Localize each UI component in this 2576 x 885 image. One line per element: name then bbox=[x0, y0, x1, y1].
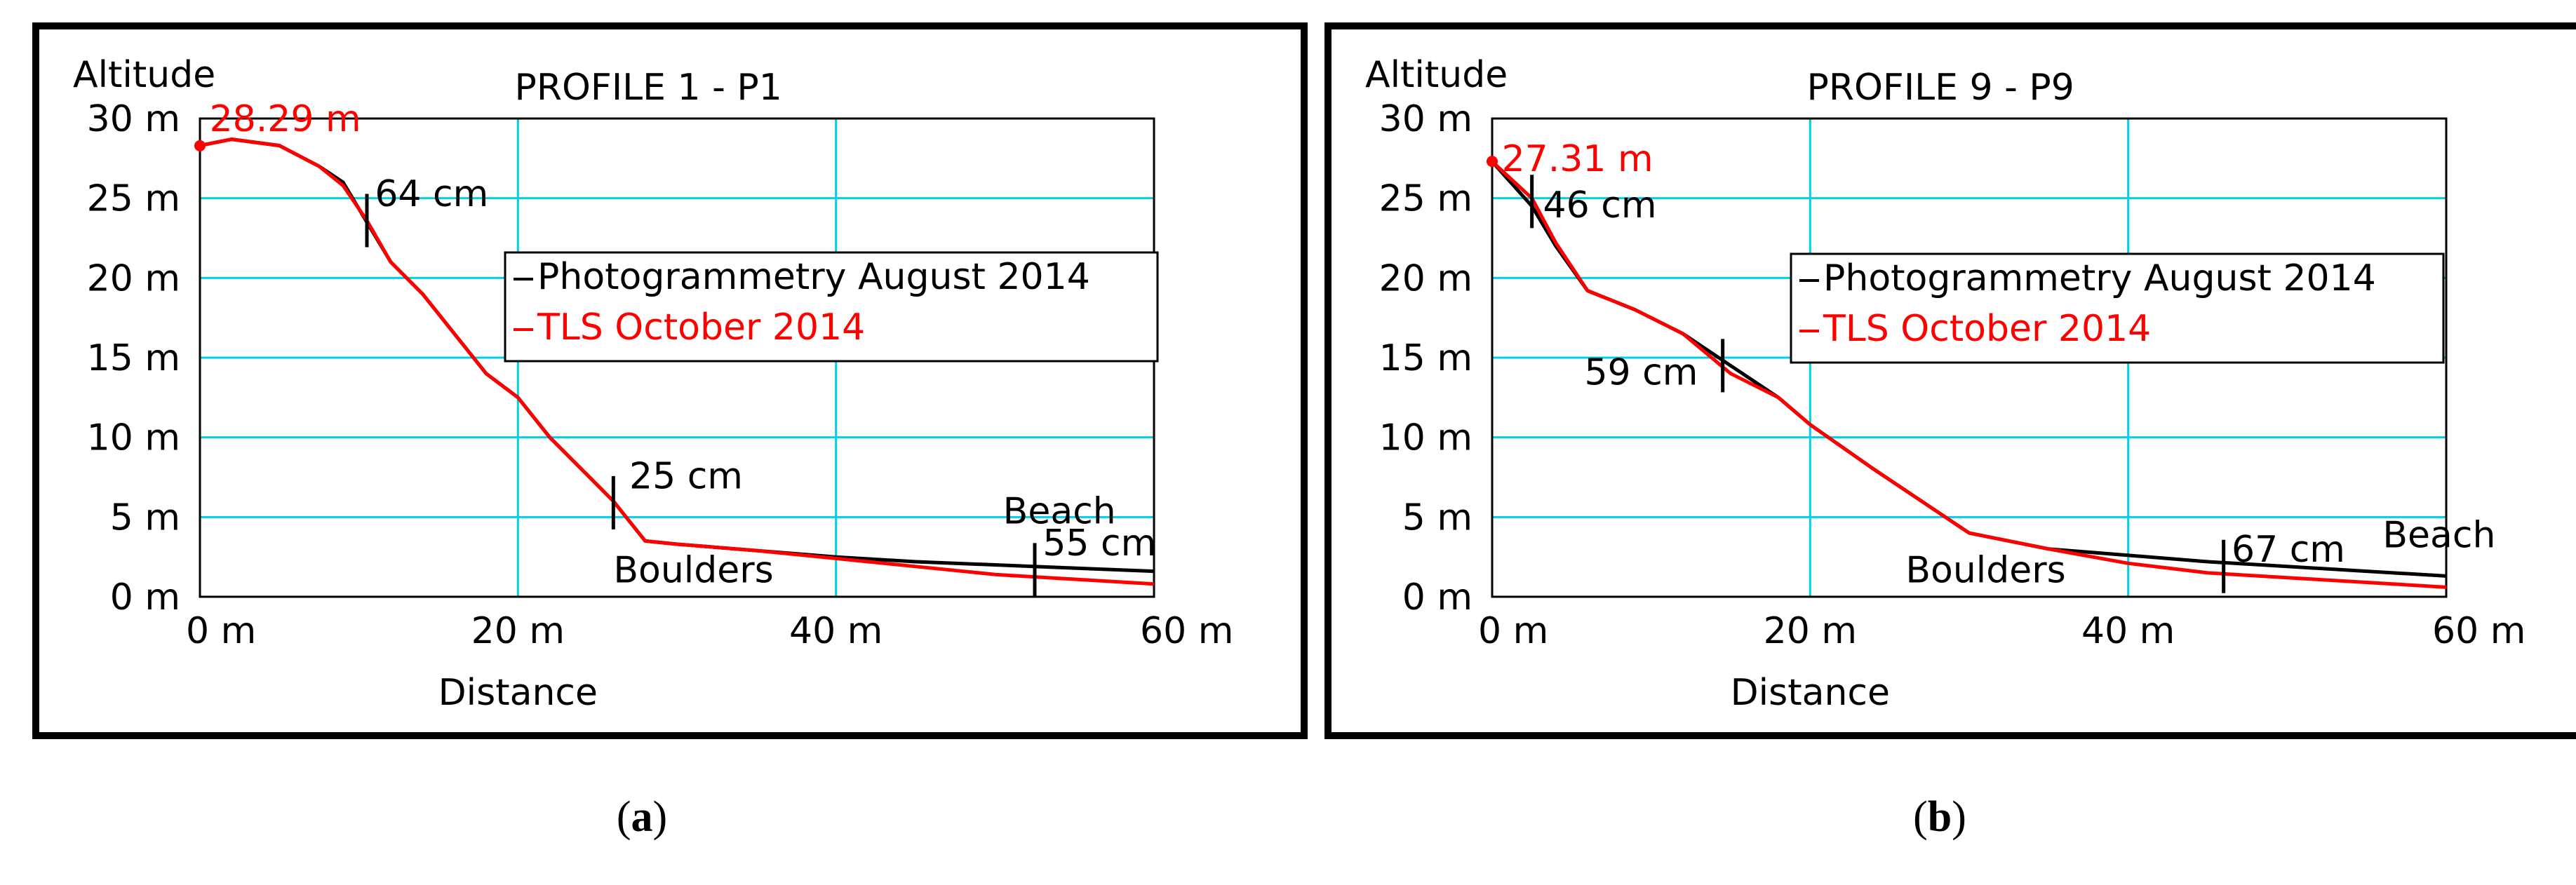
y-tick-label: 0 m bbox=[1402, 576, 1473, 619]
y-tick-label: 20 m bbox=[1379, 257, 1473, 299]
legend: Photogrammetry August 2014 TLS October 20… bbox=[504, 251, 1159, 363]
annotation-label: 67 cm bbox=[2232, 529, 2345, 571]
x-tick-label: 0 m bbox=[186, 610, 256, 652]
annotation-label: Boulders bbox=[1905, 550, 2065, 592]
annotation-label: 55 cm bbox=[1042, 522, 1156, 565]
x-tick-label: 40 m bbox=[2081, 610, 2175, 652]
chart-title: PROFILE 9 - P9 bbox=[1807, 67, 2074, 109]
caption-b: (b) bbox=[1913, 793, 1966, 841]
chart-panel-a: 0 m 5 m 10 m 15 m 20 m 25 m 30 m 0 m 20 m 40 m 60 … bbox=[32, 22, 1308, 739]
x-axis-label: Distance bbox=[438, 672, 598, 714]
start-point-marker bbox=[1487, 156, 1498, 168]
annotation-label: 64 cm bbox=[375, 173, 488, 215]
y-tick-label: 0 m bbox=[110, 576, 180, 619]
x-tick-label: 20 m bbox=[1764, 610, 1857, 652]
y-tick-label: 5 m bbox=[1402, 496, 1473, 539]
y-tick-label: 10 m bbox=[1379, 417, 1473, 459]
legend-entry: Photogrammetry August 2014 bbox=[537, 256, 1090, 298]
annotation-label: Boulders bbox=[613, 550, 773, 592]
x-axis-label: Distance bbox=[1731, 672, 1890, 714]
legend-entry: Photogrammetry August 2014 bbox=[1823, 257, 2376, 299]
annotation-label: Beach bbox=[1003, 490, 1116, 532]
start-point-marker bbox=[194, 140, 206, 151]
profile-chart-a: 0 m 5 m 10 m 15 m 20 m 25 m 30 m 0 m 20 m 40 m 60 … bbox=[73, 54, 1233, 714]
y-axis-label: Altitude bbox=[1365, 54, 1508, 96]
y-tick-label: 30 m bbox=[87, 98, 180, 140]
x-tick-label: 60 m bbox=[2432, 610, 2525, 652]
chart-panel-b: 0 m 5 m 10 m 15 m 20 m 25 m 30 m 0 m 20 m 40 m 60 … bbox=[1324, 22, 2576, 739]
annotation-label: 27.31 m bbox=[1502, 138, 1653, 180]
annotation-label: 25 cm bbox=[629, 455, 743, 497]
annotation-label: Beach bbox=[2382, 515, 2495, 557]
x-tick-label: 60 m bbox=[1140, 610, 1233, 652]
x-tick-label: 40 m bbox=[789, 610, 883, 652]
annotation-label: 59 cm bbox=[1584, 352, 1698, 394]
y-tick-label: 15 m bbox=[87, 337, 180, 379]
legend-box bbox=[1790, 252, 2445, 364]
y-tick-label: 30 m bbox=[1379, 98, 1473, 140]
legend-entry: TLS October 2014 bbox=[537, 306, 865, 349]
y-tick-label: 25 m bbox=[87, 178, 180, 220]
annotation-label: 28.29 m bbox=[210, 98, 361, 140]
plot-area-frame bbox=[1491, 117, 2448, 598]
y-tick-label: 20 m bbox=[87, 257, 180, 299]
y-tick-label: 15 m bbox=[1379, 337, 1473, 379]
series-line-tls bbox=[1491, 160, 2447, 589]
series-line-tls bbox=[199, 137, 1155, 586]
legend-entry: TLS October 2014 bbox=[1823, 308, 2151, 350]
x-tick-label: 0 m bbox=[1478, 610, 1548, 652]
caption-a: (a) bbox=[616, 793, 668, 841]
legend: Photogrammetry August 2014 TLS October 20… bbox=[1790, 252, 2445, 364]
annotation-label: 46 cm bbox=[1543, 184, 1657, 227]
chart-title: PROFILE 1 - P1 bbox=[515, 67, 782, 109]
legend-box bbox=[504, 251, 1159, 363]
y-tick-label: 10 m bbox=[87, 417, 180, 459]
profile-chart-b: 0 m 5 m 10 m 15 m 20 m 25 m 30 m 0 m 20 m 40 m 60 … bbox=[1365, 54, 2525, 714]
y-axis-label: Altitude bbox=[73, 54, 215, 96]
x-tick-label: 20 m bbox=[471, 610, 565, 652]
y-tick-label: 25 m bbox=[1379, 178, 1473, 220]
y-tick-label: 5 m bbox=[110, 496, 180, 539]
